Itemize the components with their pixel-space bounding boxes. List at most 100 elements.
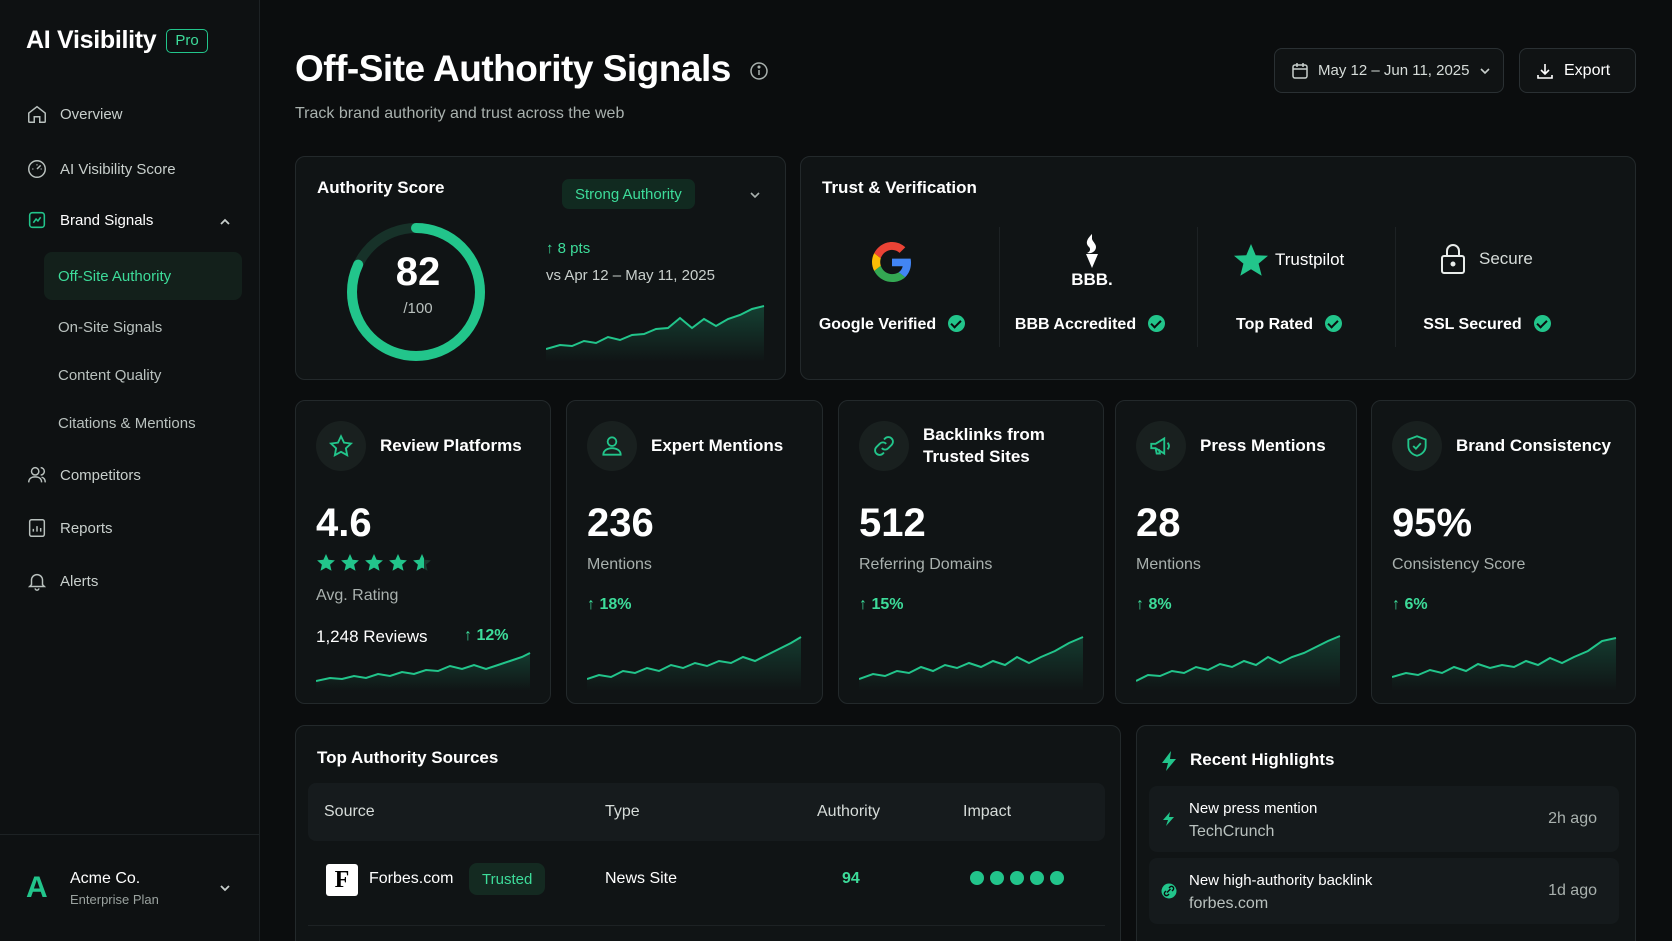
press-mentions-title: Press Mentions: [1200, 436, 1326, 455]
sub-nav-content-quality[interactable]: Content Quality: [58, 366, 162, 384]
chevron-up-icon[interactable]: [218, 215, 232, 229]
highlight-item[interactable]: New press mention TechCrunch 2h ago: [1149, 786, 1619, 852]
impact-dot: [990, 871, 1004, 885]
trust-trustpilot: Trustpilot Top Rated: [1189, 232, 1389, 342]
consistency-change-value: 6%: [1404, 596, 1428, 613]
divider: [999, 227, 1000, 347]
nav-reports[interactable]: Reports: [26, 516, 113, 540]
backlinks-value: 512: [859, 501, 926, 545]
table-header: Source Type Authority Impact: [308, 783, 1105, 841]
col-authority[interactable]: Authority: [817, 803, 881, 820]
backlinks-change-value: 15%: [871, 596, 904, 613]
chevron-down-icon[interactable]: [218, 881, 232, 895]
google-logo-icon: [872, 242, 911, 282]
export-button[interactable]: Export: [1519, 48, 1636, 93]
ssl-secured-text: SSL Secured: [1423, 316, 1522, 333]
rating-star-icon: [413, 554, 431, 571]
impact-dot: [1050, 871, 1064, 885]
nav-brand-signals-label: Brand Signals: [60, 211, 154, 229]
impact-dot: [970, 871, 984, 885]
nav-brand-signals[interactable]: Brand Signals: [26, 208, 153, 232]
review-platforms-title: Review Platforms: [380, 436, 522, 455]
sub-nav-off-site-authority[interactable]: Off-Site Authority: [44, 252, 242, 300]
account-plan: Enterprise Plan: [70, 891, 159, 907]
brand-consistency-value: 95%: [1392, 501, 1473, 545]
authority-score-value: 82: [395, 250, 441, 294]
nav-ai-visibility-score[interactable]: AI Visibility Score: [26, 157, 176, 181]
sub-nav-citations-mentions[interactable]: Citations & Mentions: [58, 414, 196, 432]
review-sparkline: [316, 652, 531, 691]
trust-bbb: BBB. BBB Accredited: [990, 232, 1190, 342]
col-impact[interactable]: Impact: [963, 803, 1012, 820]
authority-score-change: ↑ 8 pts: [546, 240, 591, 257]
authority-sparkline: [546, 305, 765, 362]
trust-verification-card: Trust & Verification Google Verified BBB…: [800, 156, 1636, 380]
highlight-item[interactable]: New high-authority backlink forbes.com 1…: [1149, 858, 1619, 924]
authority-status-badge: Strong Authority: [562, 179, 695, 209]
megaphone-icon: [1136, 421, 1186, 471]
nav-competitors[interactable]: Competitors: [26, 463, 141, 487]
brand-consistency-change: ↑ 6%: [1392, 596, 1428, 613]
sources-title: Top Authority Sources: [317, 748, 499, 767]
review-change: ↑ 12%: [464, 627, 509, 644]
rating-star-icon: [341, 554, 359, 571]
source-name[interactable]: Forbes.com: [369, 870, 454, 887]
highlight-source: TechCrunch: [1189, 823, 1275, 840]
star-outline-icon: [316, 421, 366, 471]
review-platforms-card: Review Platforms 4.6 Avg. Rating 1,248 R…: [295, 400, 551, 704]
lightning-icon: [1162, 751, 1176, 771]
nav-overview-label: Overview: [60, 105, 123, 123]
rating-star-icon: [365, 554, 383, 571]
brand-consistency-card: Brand Consistency 95% Consistency Score …: [1371, 400, 1636, 704]
bbb-torch-icon: [1086, 234, 1098, 268]
backlinks-sparkline: [859, 636, 1084, 691]
divider: [1197, 227, 1198, 347]
source-authority: 94: [842, 870, 860, 887]
nav-competitors-label: Competitors: [60, 466, 141, 484]
info-icon[interactable]: [748, 60, 770, 82]
col-source[interactable]: Source: [324, 803, 375, 820]
expert-mentions-change: ↑ 18%: [587, 596, 632, 613]
impact-rating: [970, 871, 1064, 885]
highlights-title: Recent Highlights: [1190, 750, 1335, 769]
account-name: Acme Co.: [70, 869, 141, 887]
nav-overview[interactable]: Overview: [26, 102, 123, 126]
press-mentions-change: ↑ 8%: [1136, 596, 1172, 613]
date-range-picker[interactable]: May 12 – Jun 11, 2025: [1274, 48, 1504, 93]
chevron-down-icon[interactable]: [748, 188, 762, 202]
backlinks-title: Backlinks from Trusted Sites: [923, 425, 1045, 466]
bbb-accredited-text: BBB Accredited: [1014, 316, 1137, 333]
col-type[interactable]: Type: [605, 803, 640, 820]
secure-logo: Secure: [1439, 242, 1533, 276]
bell-icon: [27, 573, 47, 591]
trust-ssl: Secure SSL Secured: [1387, 232, 1587, 342]
account-switcher[interactable]: A Acme Co. Enterprise Plan: [0, 834, 260, 941]
sub-nav-on-site-signals[interactable]: On-Site Signals: [58, 318, 163, 336]
source-type: News Site: [605, 870, 678, 887]
nav-alerts[interactable]: Alerts: [26, 569, 98, 593]
download-icon: [1537, 63, 1553, 79]
backlinks-change: ↑ 15%: [859, 596, 904, 613]
trustpilot-logo: Trustpilot: [1233, 242, 1344, 278]
brand-consistency-title: Brand Consistency: [1456, 436, 1611, 455]
expert-change-value: 18%: [599, 596, 632, 613]
trust-google: Google Verified: [792, 232, 992, 342]
check-circle-icon: [1148, 315, 1166, 332]
highlight-time: 1d ago: [1548, 882, 1597, 899]
highlight-time: 2h ago: [1548, 810, 1597, 827]
press-mentions-label: Mentions: [1136, 556, 1201, 573]
brand[interactable]: AI Visibility Pro: [26, 26, 208, 55]
nav-alerts-label: Alerts: [60, 572, 99, 590]
trust-trustpilot-label: Top Rated: [1189, 315, 1389, 334]
authority-score-card: Authority Score Strong Authority 82 /100…: [295, 156, 786, 380]
sidebar: AI Visibility Pro Overview AI Visibility…: [0, 0, 260, 941]
check-circle-icon: [1325, 315, 1343, 332]
main-content: Off-Site Authority Signals Track brand a…: [260, 0, 1672, 941]
home-icon: [28, 105, 46, 123]
bbb-logo-text: BBB.: [1071, 270, 1113, 289]
press-mentions-value: 28: [1136, 501, 1181, 545]
impact-dot: [1010, 871, 1024, 885]
star-rating: [316, 553, 432, 573]
page-subtitle: Track brand authority and trust across t…: [295, 105, 625, 122]
authority-change-value: 8 pts: [557, 240, 591, 257]
